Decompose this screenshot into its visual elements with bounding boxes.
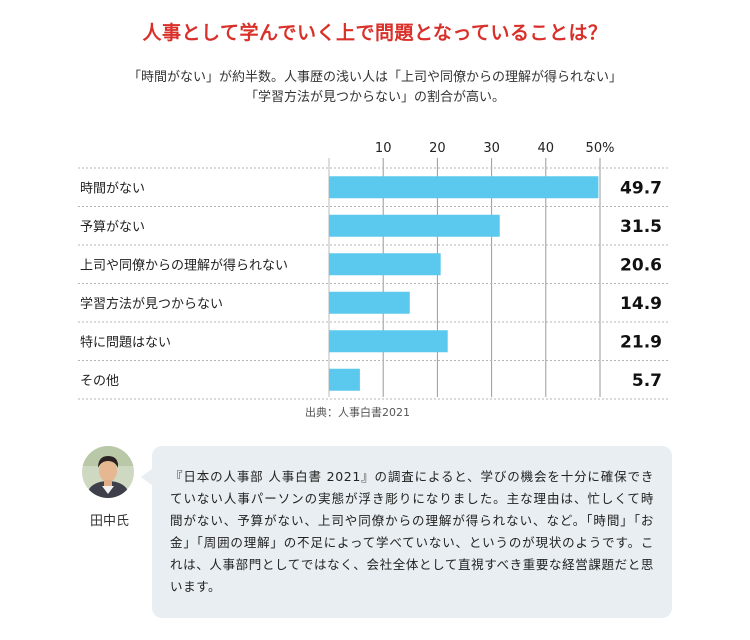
category-label: その他 (80, 374, 119, 389)
x-tick-label: 20 (429, 141, 446, 156)
value-label: 49.7 (620, 178, 662, 198)
chart-title: 人事として学んでいく上で問題となっていることは？ (142, 22, 608, 44)
subtitle-line-2: 「学習方法が見つからない」の割合が高い。 (244, 90, 505, 105)
bar (329, 330, 448, 353)
category-label: 特に問題はない (80, 335, 171, 350)
speech-bubble (152, 446, 672, 618)
bar (329, 253, 441, 276)
labels-layer: 10 20 30 40 50% 時間がない 49.7 予算がない 31.5 上司や同僚からの理解が… (80, 141, 662, 391)
rows-layer (78, 167, 668, 400)
category-label: 上司や同僚からの理解が得られない (80, 257, 288, 273)
bar (329, 368, 360, 391)
category-label: 予算がない (80, 220, 145, 235)
value-label: 21.9 (620, 332, 662, 352)
category-label: 学習方法が見つからない (80, 296, 223, 312)
x-tick-label: 50% (586, 141, 615, 156)
person-avatar-icon (82, 446, 134, 498)
chart-subtitle: 「時間がない」が約半数。人事歴の浅い人は「上司や同僚からの理解が得られない」 「… (0, 68, 750, 108)
x-tick-label: 30 (483, 141, 500, 156)
bar (329, 214, 500, 237)
category-label: 時間がない (80, 181, 145, 196)
comment-text: 『日本の人事部 人事白書 2021』の調査によると、学びの機会を十分に確保できて… (170, 469, 654, 594)
value-label: 5.7 (632, 371, 662, 391)
bars-layer (329, 176, 599, 391)
bar (329, 176, 599, 199)
bar-chart: 10 20 30 40 50% 時間がない 49.7 予算がない 31.5 上司や同僚からの理解が… (78, 141, 668, 400)
person-name: 田中氏 (90, 514, 130, 529)
value-label: 14.9 (620, 294, 662, 314)
bar (329, 291, 410, 314)
value-label: 31.5 (620, 217, 662, 237)
subtitle-line-1: 「時間がない」が約半数。人事歴の浅い人は「上司や同僚からの理解が得られない」 (127, 70, 622, 85)
x-tick-label: 40 (538, 141, 555, 156)
speech-bubble-tail (141, 468, 153, 486)
source-note: 出典：人事白書2021 (305, 406, 410, 419)
x-tick-label: 10 (375, 141, 392, 156)
value-label: 20.6 (620, 255, 662, 275)
